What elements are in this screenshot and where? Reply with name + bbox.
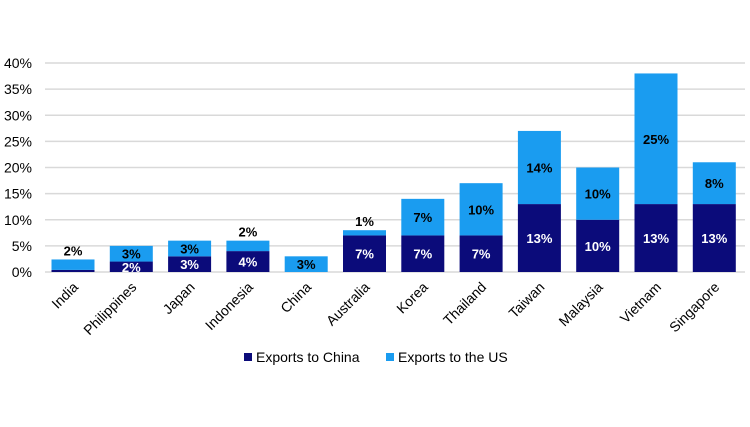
data-label: 7% [472,247,491,262]
data-label: 14% [526,161,552,176]
bar-segment-china [576,219,620,272]
data-label: 10% [468,202,494,217]
y-tick-label: 40% [4,55,32,71]
bar-segment-china [692,204,736,272]
data-label: 7% [413,247,432,262]
data-label: 2% [239,225,258,240]
bar-segment-china [51,269,95,272]
x-tick-label: Thailand [440,279,489,328]
bar-segment-us [401,198,445,236]
x-axis: India Philippines Japan Indonesia China Austr… [48,279,722,338]
bar-segment-us [343,230,386,236]
x-tick-label: Vietnam [617,279,664,326]
x-tick-label: Malaysia [555,279,606,330]
data-label: 3% [297,257,316,272]
legend-label-us: Exports to the US [398,349,508,365]
data-label: 3% [122,247,141,262]
y-tick-label: 25% [4,133,32,149]
bar-segment-china [634,204,678,272]
bar-segment-china [226,251,270,272]
y-tick-label: 10% [4,212,32,228]
bars: 2%2%3%3%3%4%2%3%7%1%7%7%7%10%13%14%10%10… [51,73,736,275]
bar-segment-us [168,240,212,257]
data-label: 7% [413,210,432,225]
data-label: 1% [355,214,374,229]
data-label: 10% [585,239,611,254]
x-tick-label: India [48,279,81,312]
bar-segment-us [51,259,95,270]
y-tick-label: 20% [4,160,32,176]
bar-segment-us [576,167,620,220]
bar-segment-china [109,261,153,272]
y-tick-label: 5% [12,238,32,254]
data-label: 10% [585,187,611,202]
bar-segment-us [459,183,503,236]
bar-segment-china [168,256,212,272]
data-label: 13% [643,231,669,246]
bar-segment-china [401,235,445,272]
bar-segment-us [226,240,270,252]
y-axis: 0% 5% 10% 15% 20% 25% 30% 35% 40% [4,55,32,280]
x-tick-label: Korea [393,279,431,317]
bar-segment-china [517,204,561,272]
bar-segment-china [343,235,386,272]
bar-segment-us [692,162,736,205]
x-tick-label: Singapore [666,279,723,336]
legend: Exports to China Exports to the US [244,349,508,365]
y-tick-label: 0% [12,264,32,280]
y-tick-label: 15% [4,186,32,202]
bar-segment-china [459,235,503,272]
x-tick-label: Taiwan [505,279,547,321]
x-tick-label: Indonesia [202,279,256,333]
y-tick-label: 30% [4,107,32,123]
y-tick-label: 35% [4,81,32,97]
data-label: 3% [180,257,199,272]
data-label: 13% [526,231,552,246]
bar-segment-us [634,73,678,205]
x-tick-label: China [277,279,314,316]
data-label: 25% [643,132,669,147]
legend-swatch-china [244,353,252,361]
data-label: 13% [701,231,727,246]
data-label: 2% [122,260,141,275]
data-label: 7% [355,247,374,262]
x-tick-label: Japan [159,279,197,317]
x-tick-label: Australia [323,279,373,329]
data-label: 2% [64,243,83,258]
bar-segment-us [517,130,561,205]
legend-swatch-us [386,353,394,361]
bar-segment-us [109,245,153,262]
data-label: 4% [239,255,258,270]
data-label: 3% [180,241,199,256]
legend-label-china: Exports to China [256,349,360,365]
x-tick-label: Philippines [80,279,139,338]
data-label: 8% [705,176,724,191]
gridlines [45,62,745,273]
bar-segment-us [284,256,328,272]
